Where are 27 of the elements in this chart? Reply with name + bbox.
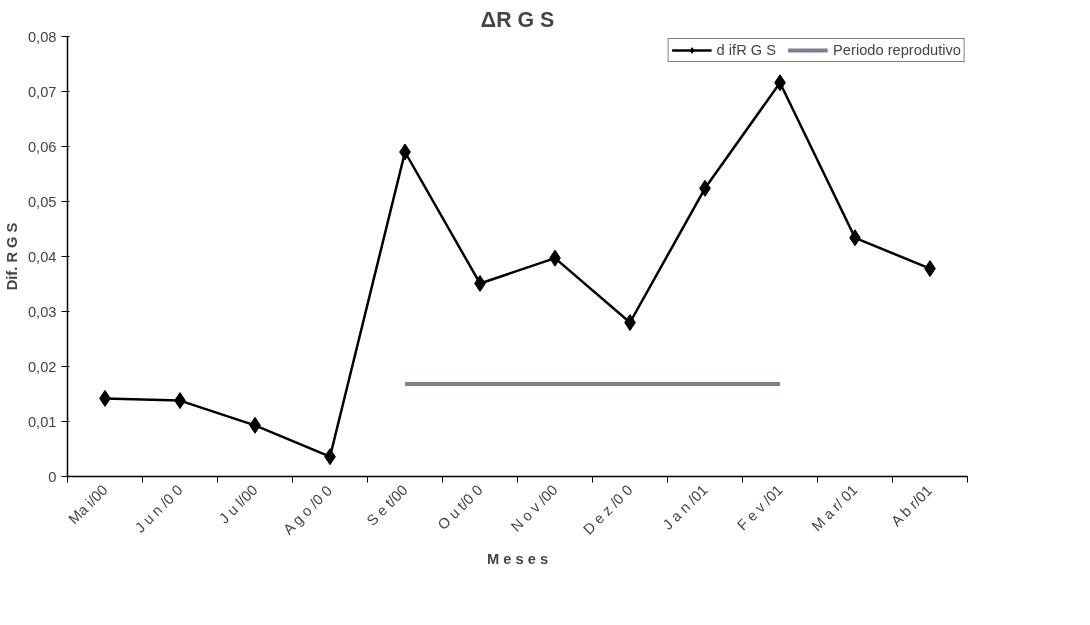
x-tick-label: A g o /0 0	[279, 482, 336, 538]
x-tick-label: J u l/00	[215, 481, 261, 527]
y-tick-label: 0,05	[27, 193, 57, 210]
y-tick-label: 0,04	[27, 248, 57, 265]
chart-title: ΔR G S	[480, 7, 555, 32]
x-tick-label: J a n /01	[659, 481, 711, 533]
x-tick-label: J u n /0 0	[131, 481, 186, 536]
x-axis-title: M e s e s	[486, 551, 549, 568]
legend-label: Periodo reprodutivo	[833, 42, 961, 58]
y-tick-label: 0,02	[27, 358, 57, 375]
x-tick-label: A b r/01	[888, 482, 936, 530]
legend-label: d ifR G S	[716, 42, 777, 58]
x-tick-label: Ma i/00	[65, 481, 111, 528]
x-tick-label: S e t/00	[363, 481, 411, 529]
y-tick-label: 0,08	[27, 28, 57, 45]
point	[624, 314, 636, 331]
y-tick-label: 0,01	[27, 413, 57, 430]
x-tick-label: D e z /0 0	[579, 481, 636, 538]
y-tick-label: 0,03	[27, 303, 57, 320]
x-tick-label: N o v /00	[507, 481, 561, 535]
y-tick-label: 0	[48, 468, 57, 485]
y-tick-label: 0,06	[27, 138, 57, 155]
x-tick-label: F e v /01	[734, 481, 786, 534]
y-axis-title: Dif. R G S	[3, 222, 20, 291]
y-tick-label: 0,07	[27, 83, 57, 100]
x-tick-label: M a r/ 01	[808, 481, 861, 535]
x-tick-label: O u t/0 0	[434, 481, 486, 533]
